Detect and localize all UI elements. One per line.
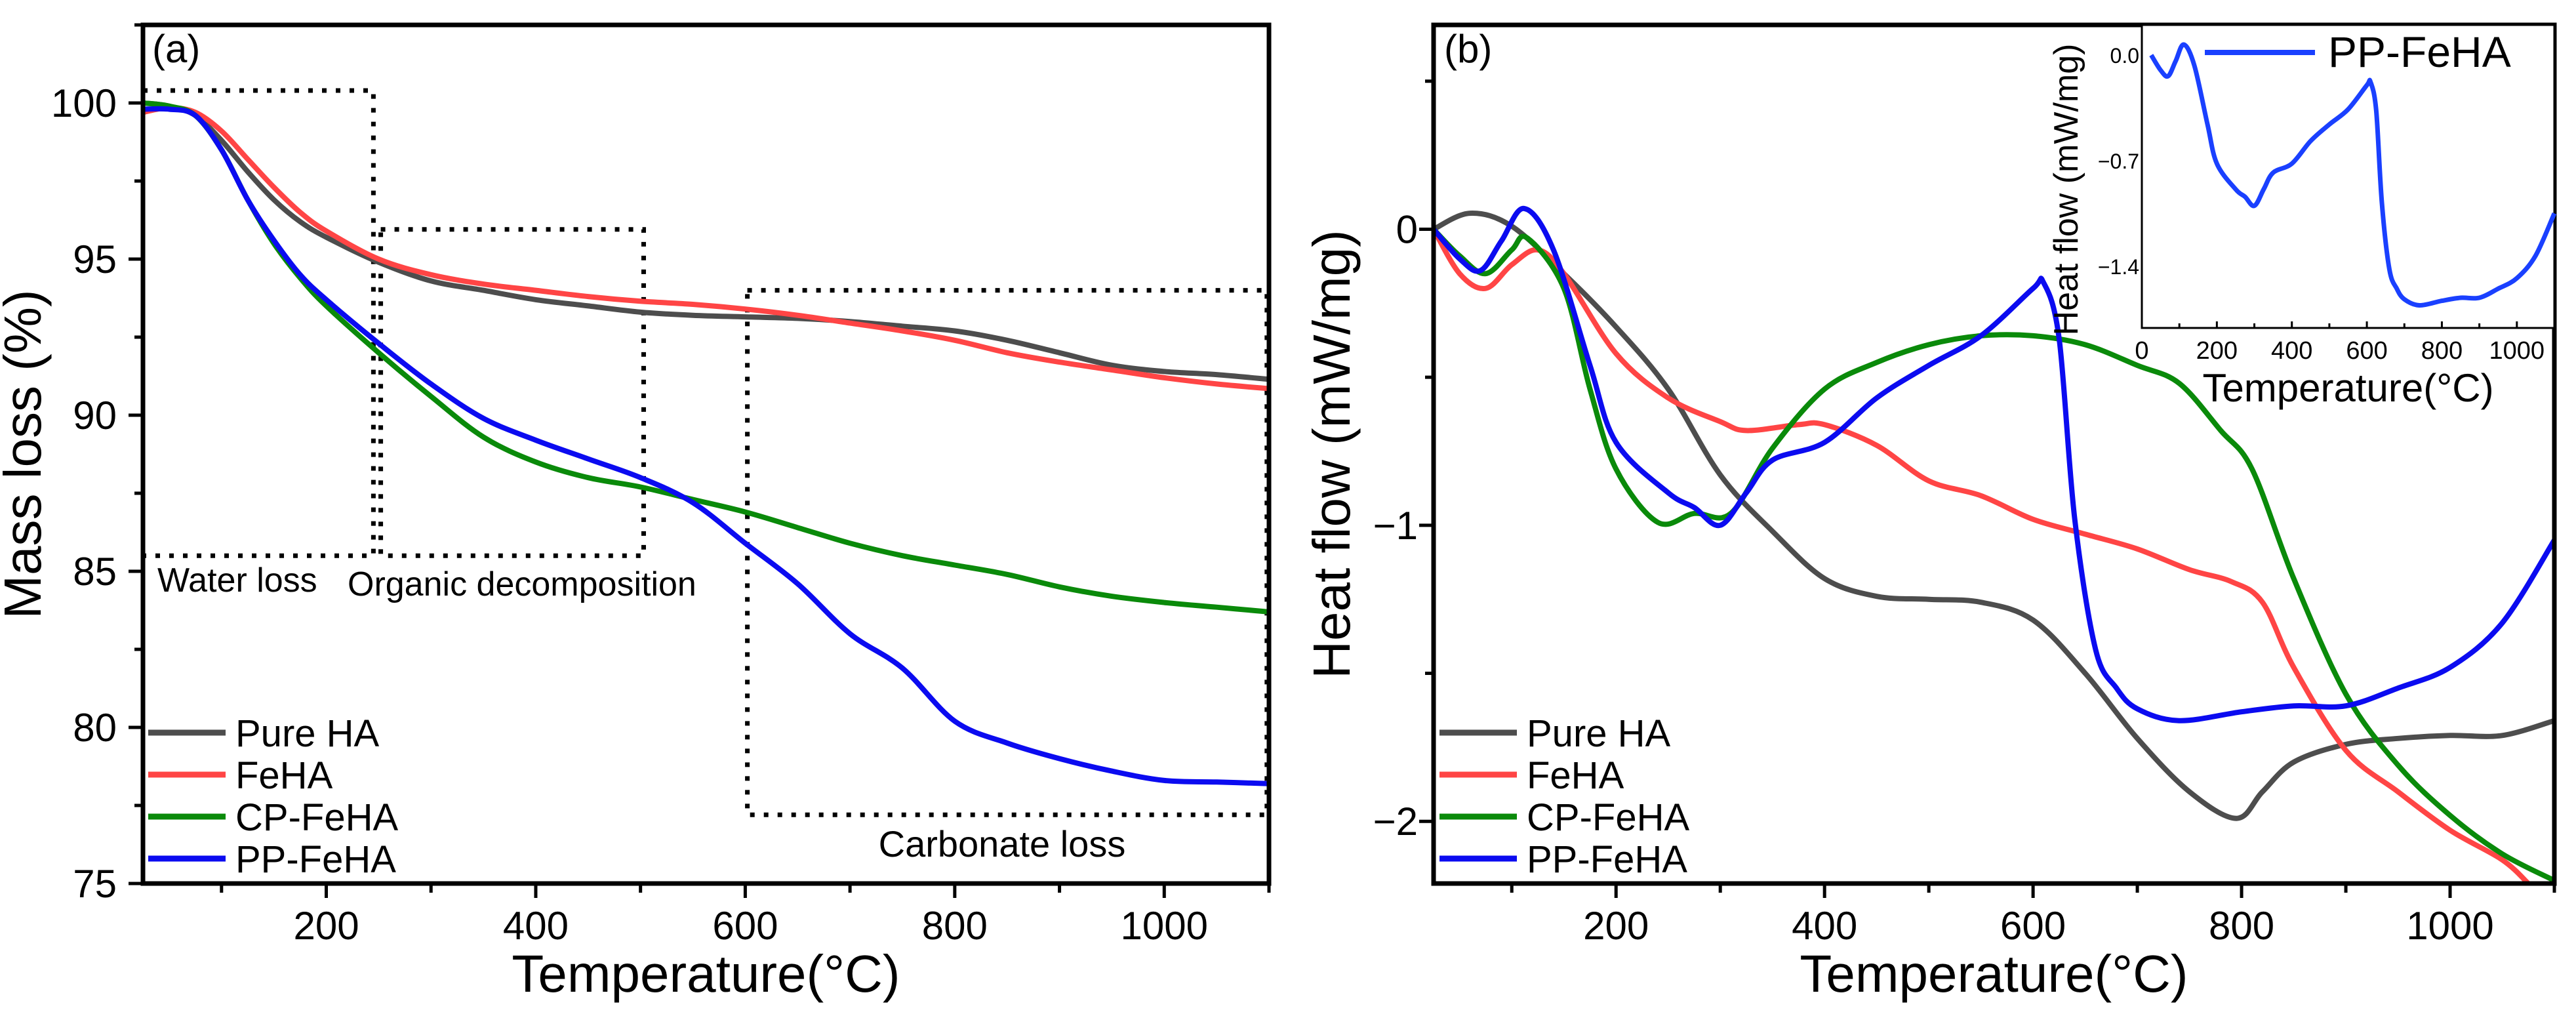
inset-y-tick-label: −1.4 xyxy=(2098,255,2139,279)
panel-label: (a) xyxy=(152,27,200,71)
legend-label: FeHA xyxy=(235,754,333,797)
y-tick-label: 100 xyxy=(51,81,117,125)
inset-x-tick-label: 800 xyxy=(2421,337,2463,365)
annotation-box xyxy=(140,88,376,558)
y-tick-label: −2 xyxy=(1373,800,1418,843)
x-tick-label: 400 xyxy=(503,904,569,948)
inset-series-line xyxy=(2149,42,2557,308)
x-tick-label: 600 xyxy=(712,904,778,948)
x-tick-label: 600 xyxy=(2000,904,2066,948)
annotation-water-loss: Water loss xyxy=(157,561,317,599)
inset-x-tick-label: 600 xyxy=(2346,337,2387,365)
legend-label: Pure HA xyxy=(235,712,380,755)
legend-label: PP-FeHA xyxy=(235,838,396,881)
y-tick-label: 80 xyxy=(73,706,117,750)
series-line-feha xyxy=(143,105,1269,392)
legend-label: CP-FeHA xyxy=(1527,796,1689,839)
panel-label: (b) xyxy=(1444,27,1492,71)
legend-label: Pure HA xyxy=(1527,712,1671,755)
x-axis-title: Temperature(°C) xyxy=(1800,945,2188,1003)
series-line-pp-feha xyxy=(1434,205,2554,723)
inset-x-tick-label: 1000 xyxy=(2489,337,2545,365)
annotation-organic-decomposition: Organic decomposition xyxy=(348,565,696,603)
y-tick-label: 90 xyxy=(73,394,117,437)
inset-x-tick-label: 0 xyxy=(2135,337,2148,365)
plot-frame xyxy=(1431,22,2557,886)
plot-frame xyxy=(140,22,1272,886)
y-tick-label: 85 xyxy=(73,550,117,594)
series-line-pp-feha xyxy=(143,106,1269,786)
x-tick-label: 200 xyxy=(293,904,359,948)
legend-label: PP-FeHA xyxy=(1527,838,1687,881)
y-tick-label: 75 xyxy=(73,862,117,906)
inset-chart xyxy=(2141,24,2557,329)
annotation-box xyxy=(378,227,646,558)
x-axis-title: Temperature(°C) xyxy=(512,945,900,1003)
x-tick-label: 1000 xyxy=(1121,904,1208,948)
legend-label: CP-FeHA xyxy=(235,796,398,839)
series-line-cp-feha xyxy=(143,100,1269,615)
annotation-carbonate-loss: Carbonate loss xyxy=(879,823,1126,864)
inset-legend-label: PP-FeHA xyxy=(2328,28,2511,76)
x-tick-label: 800 xyxy=(922,904,988,948)
panel-b xyxy=(1419,22,2557,898)
x-tick-label: 200 xyxy=(1583,904,1649,948)
inset-x-tick-label: 400 xyxy=(2271,337,2312,365)
inset-frame xyxy=(2141,24,2556,329)
inset-x-axis-title: Temperature(°C) xyxy=(2202,366,2493,410)
x-tick-label: 1000 xyxy=(2406,904,2493,948)
y-axis-title: Mass loss (%) xyxy=(0,289,52,619)
inset-y-axis-title: Heat flow (mW/mg) xyxy=(2047,44,2085,336)
y-axis-title: Heat flow (mW/mg) xyxy=(1302,230,1361,679)
legend-label: FeHA xyxy=(1527,754,1624,797)
series-line-pure-ha xyxy=(143,100,1269,382)
y-tick-label: 0 xyxy=(1396,207,1418,251)
annotation-box xyxy=(745,288,1270,817)
inset-y-tick-label: −0.7 xyxy=(2098,150,2139,173)
y-tick-label: −1 xyxy=(1373,504,1418,548)
y-tick-label: 95 xyxy=(73,237,117,281)
panel-a xyxy=(129,22,1272,898)
inset-y-tick-label: 0.0 xyxy=(2110,44,2139,68)
x-tick-label: 400 xyxy=(1792,904,1857,948)
inset-x-tick-label: 200 xyxy=(2196,337,2238,365)
x-tick-label: 800 xyxy=(2209,904,2274,948)
